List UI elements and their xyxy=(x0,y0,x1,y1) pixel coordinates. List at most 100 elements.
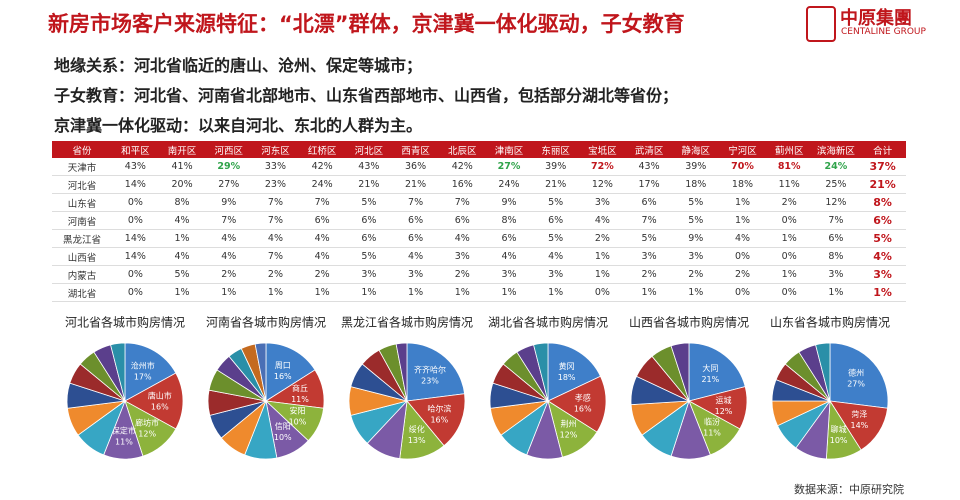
table-cell: 37% xyxy=(859,158,906,176)
table-cell: 4% xyxy=(438,229,486,248)
table-cell: 湖北省 xyxy=(52,283,112,302)
table-cell: 27% xyxy=(485,158,533,176)
table-cell: 21% xyxy=(392,175,439,194)
bullet: 地缘关系：河北省临近的唐山、沧州、保定等城市； xyxy=(54,56,423,75)
table-cell: 3% xyxy=(859,265,906,284)
header-cell: 和平区 xyxy=(112,141,159,158)
table-cell: 39% xyxy=(672,158,720,176)
table-cell: 2% xyxy=(579,229,626,248)
slice-label: 廊坊市 xyxy=(135,417,159,427)
table-cell: 43% xyxy=(345,158,393,176)
table-cell: 21% xyxy=(345,175,393,194)
slice-label: 孝感 xyxy=(575,393,591,403)
table-row: 河北省 14% 20% 27% 23% 24% 21% 21% 16% 24% 21% 12% 17% 1… xyxy=(52,175,906,194)
table-row: 内蒙古 0% 5% 2% 2% 2% 3% 3% 2% 3% 3% 1% 2% 2% 2% 1% 3% 3% xyxy=(52,265,906,284)
table-cell: 18% xyxy=(719,175,766,194)
table-cell: 42% xyxy=(298,158,346,176)
table-cell: 黑龙江省 xyxy=(52,229,112,248)
pie-charts: 河北省各城市购房情况沧州市17%唐山市16%廊坊市12%保定市11%河南省各城市… xyxy=(65,315,890,460)
slice-label: 哈尔滨 xyxy=(427,403,451,413)
table-cell: 0% xyxy=(765,283,813,302)
pie-slice xyxy=(533,342,549,402)
table-cell: 7% xyxy=(252,247,299,266)
table-row: 湖北省 0% 1% 1% 1% 1% 1% 1% 1% 1% 1% 0% 1% 1% 0% 0% 1% 1% xyxy=(52,283,906,302)
table-cell: 7% xyxy=(205,211,253,230)
header-cell: 蓟州区 xyxy=(765,141,813,158)
slice-value: 10% xyxy=(274,433,292,442)
source: 数据来源：中原研究院 xyxy=(794,483,904,496)
table-cell: 9% xyxy=(205,193,253,212)
table-cell: 2% xyxy=(438,265,486,284)
table-cell: 4% xyxy=(579,211,626,230)
slice-label: 荆州 xyxy=(560,419,576,429)
table-cell: 6% xyxy=(812,229,860,248)
slice-value: 10% xyxy=(289,417,307,426)
table-cell: 81% xyxy=(765,158,813,176)
table-cell: 0% xyxy=(112,283,159,302)
logo-subtext: CENTALINE GROUP xyxy=(841,27,926,37)
table-cell: 3% xyxy=(392,265,439,284)
table-cell: 7% xyxy=(625,211,673,230)
slice-label: 运城 xyxy=(716,396,732,405)
table-cell: 1% xyxy=(719,193,766,212)
pie-slice xyxy=(406,393,466,447)
slice-value: 16% xyxy=(151,403,169,412)
slice-label: 安阳 xyxy=(289,405,305,415)
pie-title: 河北省各城市购房情况 xyxy=(65,315,185,330)
slice-value: 11% xyxy=(703,429,721,438)
slice-value: 16% xyxy=(574,405,592,414)
header-cell: 省份 xyxy=(52,141,112,158)
table-cell: 2% xyxy=(252,265,299,284)
table-cell: 1% xyxy=(392,283,439,302)
header-cell: 河西区 xyxy=(205,141,253,158)
table-cell: 24% xyxy=(812,158,860,176)
header-cell: 滨海新区 xyxy=(812,141,860,158)
table-cell: 6% xyxy=(859,211,906,230)
table-cell: 21% xyxy=(859,175,906,194)
table-cell: 1% xyxy=(158,283,206,302)
table-cell: 2% xyxy=(205,265,253,284)
slice-value: 16% xyxy=(430,415,448,424)
table-cell: 70% xyxy=(719,158,766,176)
table-cell: 4% xyxy=(719,229,766,248)
table-cell: 内蒙古 xyxy=(52,265,112,284)
pie-title: 河南省各城市购房情况 xyxy=(206,315,326,330)
table-cell: 0% xyxy=(719,283,766,302)
table-cell: 3% xyxy=(345,265,393,284)
table-cell: 1% xyxy=(765,265,813,284)
slice-label: 周口 xyxy=(275,361,291,370)
header-cell: 北辰区 xyxy=(438,141,486,158)
table-cell: 3% xyxy=(812,265,860,284)
header-cell: 河北区 xyxy=(345,141,393,158)
pie-slice xyxy=(395,342,408,402)
table-cell: 5% xyxy=(345,193,393,212)
table-cell: 17% xyxy=(625,175,673,194)
table-cell: 5% xyxy=(532,193,580,212)
header-cell: 红桥区 xyxy=(298,141,346,158)
table-cell: 5% xyxy=(625,229,673,248)
table-cell: 8% xyxy=(485,211,533,230)
table-cell: 1% xyxy=(579,247,626,266)
table-cell: 1% xyxy=(252,283,299,302)
table-cell: 4% xyxy=(859,247,906,266)
table-cell: 8% xyxy=(859,193,906,212)
table-cell: 0% xyxy=(765,211,813,230)
table-cell: 6% xyxy=(625,193,673,212)
table-cell: 1% xyxy=(812,283,860,302)
table-cell: 42% xyxy=(438,158,486,176)
pie-slice xyxy=(688,342,746,402)
table-row: 山东省 0% 8% 9% 7% 7% 5% 7% 7% 9% 5% 3% 6% 5% 1% 2% 12% 8% xyxy=(52,193,906,212)
table-cell: 1% xyxy=(859,283,906,302)
slice-label: 临汾 xyxy=(704,417,720,427)
slice-label: 保定市 xyxy=(112,425,136,435)
table-cell: 天津市 xyxy=(52,158,112,176)
title: 新房市场客户来源特征：“北漂”群体，京津冀一体化驱动，子女教育 xyxy=(48,12,685,36)
header-row: 省份 和平区 南开区 河西区 河东区 红桥区 河北区 西青区 北辰区 津南区 东丽区 宝坻区 武清区 静海… xyxy=(52,141,906,158)
table-cell: 5% xyxy=(345,247,393,266)
table-cell: 0% xyxy=(112,193,159,212)
table-cell: 4% xyxy=(392,247,439,266)
pie-slice xyxy=(254,342,267,402)
slice-label: 德州 xyxy=(848,367,864,377)
table-cell: 6% xyxy=(298,211,346,230)
table-cell: 7% xyxy=(252,211,299,230)
